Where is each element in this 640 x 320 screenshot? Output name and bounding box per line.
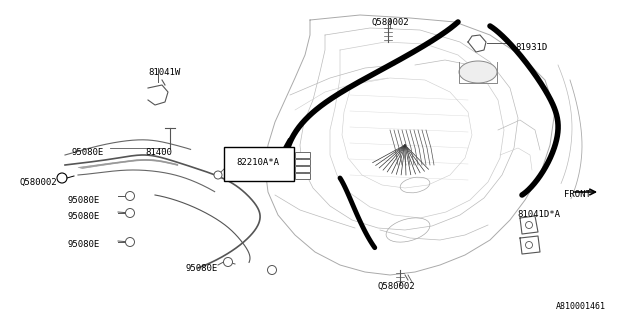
Circle shape bbox=[125, 191, 134, 201]
Circle shape bbox=[223, 258, 232, 267]
Text: 95080E: 95080E bbox=[185, 264, 217, 273]
Text: Q580002: Q580002 bbox=[371, 18, 409, 27]
Text: 81400: 81400 bbox=[145, 148, 172, 157]
Circle shape bbox=[57, 173, 67, 183]
Text: FRONT: FRONT bbox=[564, 190, 591, 199]
Text: Q580002: Q580002 bbox=[20, 178, 58, 187]
FancyBboxPatch shape bbox=[294, 151, 310, 157]
Circle shape bbox=[525, 221, 532, 228]
Text: 81931D: 81931D bbox=[515, 43, 547, 52]
FancyBboxPatch shape bbox=[294, 158, 310, 164]
Text: 95080E: 95080E bbox=[68, 212, 100, 221]
Circle shape bbox=[268, 266, 276, 275]
Text: 95080E: 95080E bbox=[68, 196, 100, 205]
Text: 81041D*A: 81041D*A bbox=[517, 210, 560, 219]
FancyBboxPatch shape bbox=[294, 172, 310, 179]
Circle shape bbox=[525, 242, 532, 249]
Circle shape bbox=[214, 171, 222, 179]
FancyBboxPatch shape bbox=[294, 165, 310, 172]
Circle shape bbox=[125, 237, 134, 246]
Text: 95080E: 95080E bbox=[68, 240, 100, 249]
Ellipse shape bbox=[459, 61, 497, 83]
FancyBboxPatch shape bbox=[224, 147, 294, 181]
Text: 82210A*A: 82210A*A bbox=[237, 158, 280, 167]
Text: Q580002: Q580002 bbox=[378, 282, 415, 291]
Text: 81041W: 81041W bbox=[148, 68, 180, 77]
Circle shape bbox=[125, 209, 134, 218]
Text: 95080E: 95080E bbox=[72, 148, 104, 157]
Text: A810001461: A810001461 bbox=[556, 302, 606, 311]
